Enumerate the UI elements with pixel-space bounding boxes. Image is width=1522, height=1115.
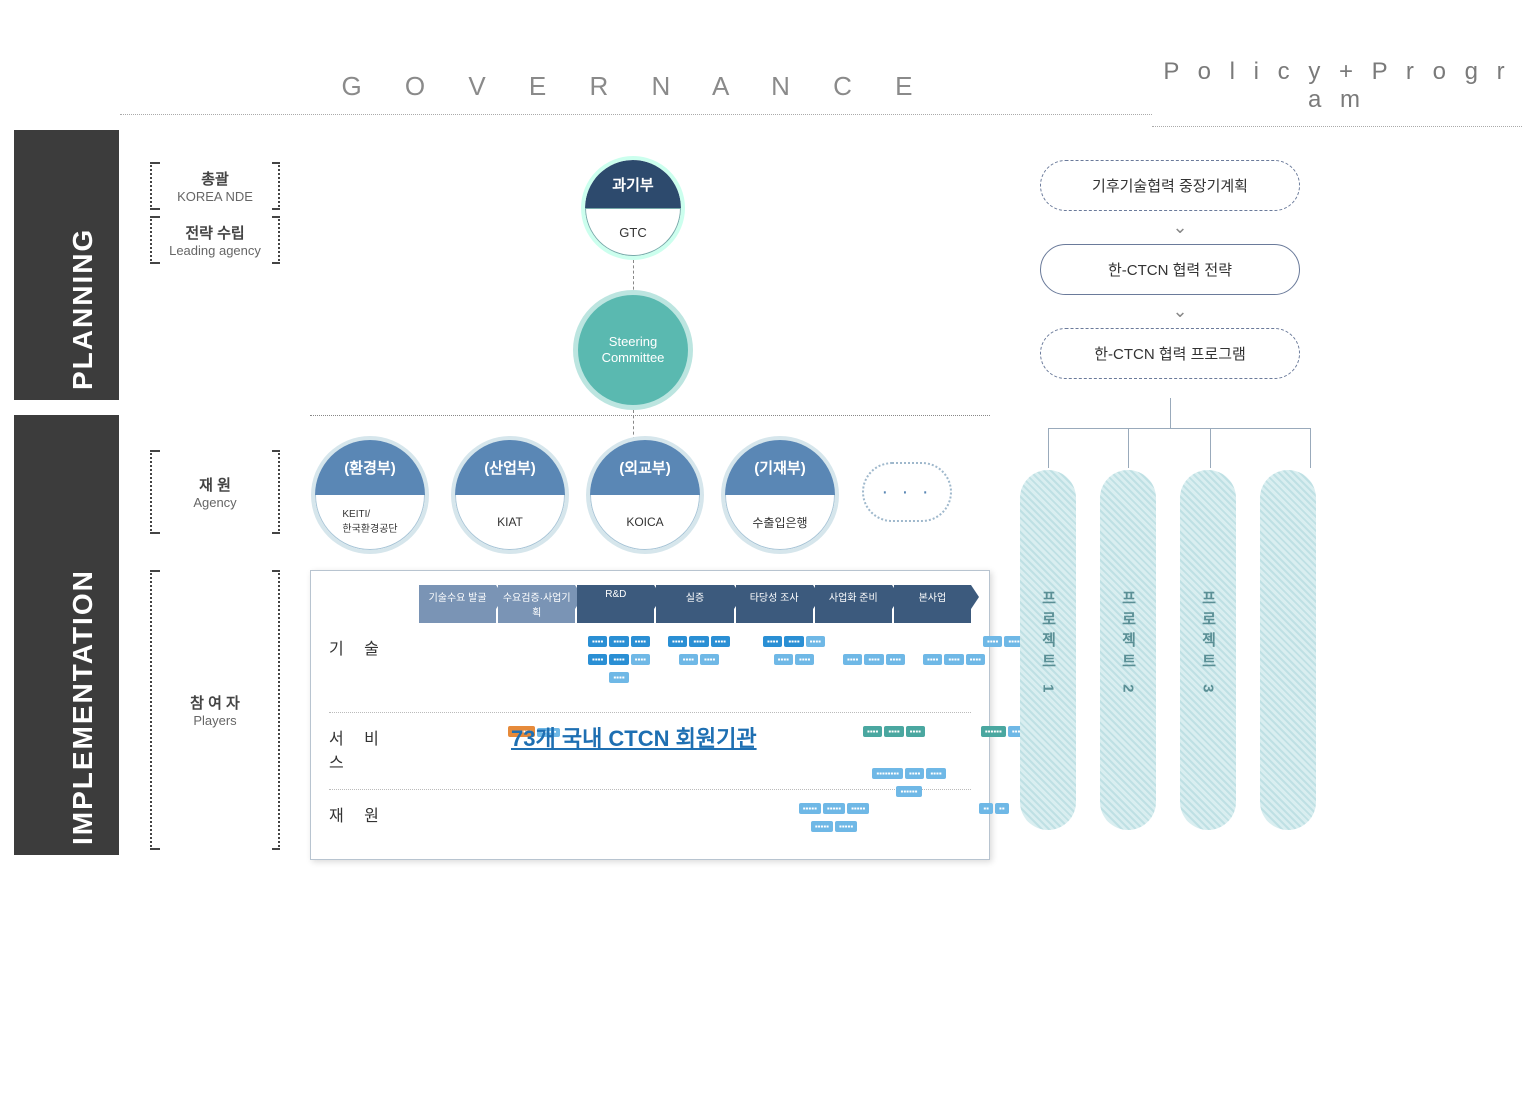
node-ministry-upper: 과기부 — [585, 160, 681, 208]
row-service-label: 서 비 스 — [329, 721, 419, 773]
pillar-3-label: 프로젝트 3 — [1198, 590, 1219, 699]
bracket-players: 참 여 자 Players — [150, 570, 280, 850]
bracket-agency-title: 재 원 — [156, 474, 274, 495]
players-row-tech: 기 술 ▪▪▪▪▪▪▪▪▪▪▪▪▪▪▪▪▪▪▪▪▪▪▪▪▪▪▪▪ ▪▪▪▪▪▪▪… — [329, 623, 971, 713]
row-finance-label: 재 원 — [329, 798, 419, 826]
agency-moef: (기재부) 수출입은행 — [725, 440, 835, 550]
connector-v1 — [633, 260, 634, 295]
pillar-2: 프로젝트 2 — [1100, 470, 1156, 830]
bracket-leading-title: 전략 수립 — [156, 222, 274, 243]
header-row: G O V E R N A N C E P o l i c y + P r o … — [120, 60, 1522, 125]
agencies-connector — [310, 415, 990, 416]
pillar-1-label: 프로젝트 1 — [1038, 590, 1059, 699]
bracket-players-sub: Players — [156, 713, 274, 728]
node-steering: Steering Committee — [578, 295, 688, 405]
agency-env: (환경부) KEITI/ 한국환경공단 — [315, 440, 425, 550]
sidebar-implementation-label: IMPLEMENTATION — [67, 569, 99, 845]
agency-ind-lower: KIAT — [455, 495, 565, 550]
bracket-agency-sub: Agency — [156, 495, 274, 510]
ph-2: 수요검증·사업기획 — [498, 585, 575, 623]
pillar-3: 프로젝트 3 — [1180, 470, 1236, 830]
policy-column: 기후기술협력 중장기계획 ⌄ 한-CTCN 협력 전략 ⌄ 한-CTCN 협력 … — [1040, 160, 1320, 379]
agency-more: · · · — [862, 462, 952, 522]
chevron-1: ⌄ — [1040, 217, 1320, 238]
tree-b1 — [1048, 428, 1049, 468]
tree-trunk — [1170, 398, 1171, 428]
bracket-nde-sub: KOREA NDE — [156, 189, 274, 204]
bracket-agency: 재 원 Agency — [150, 450, 280, 534]
bracket-nde: 총괄 KOREA NDE — [150, 162, 280, 210]
players-header: 기술수요 발굴 수요검증·사업기획 R&D 실증 타당성 조사 사업화 준비 본… — [419, 585, 971, 623]
pillar-4 — [1260, 470, 1316, 830]
ph-6: 사업화 준비 — [815, 585, 892, 623]
ph-7: 본사업 — [894, 585, 971, 623]
ph-5: 타당성 조사 — [736, 585, 813, 623]
players-row-finance: 재 원 ▪▪▪▪▪▪▪▪▪▪▪▪▪▪▪▪▪▪▪▪▪▪▪▪▪ ▪▪▪▪ — [329, 790, 971, 876]
header-governance: G O V E R N A N C E — [120, 71, 1152, 115]
sidebar-planning-label: PLANNING — [67, 228, 99, 390]
bracket-nde-title: 총괄 — [156, 168, 274, 189]
tree-branch-h — [1048, 428, 1310, 429]
agency-env-lower: KEITI/ 한국환경공단 — [315, 495, 425, 550]
node-ministry-gtc: 과기부 GTC — [585, 160, 681, 256]
agency-mofa-upper: (외교부) — [590, 440, 700, 495]
chevron-2: ⌄ — [1040, 301, 1320, 322]
ph-3: R&D — [577, 585, 654, 623]
sidebar-planning: PLANNING — [14, 130, 119, 400]
agency-moef-lower: 수출입은행 — [725, 495, 835, 550]
ph-4: 실증 — [656, 585, 733, 623]
row-finance-body: ▪▪▪▪▪▪▪▪▪▪▪▪▪▪▪▪▪▪▪▪▪▪▪▪▪ ▪▪▪▪ — [419, 798, 971, 868]
pillar-2-label: 프로젝트 2 — [1118, 590, 1139, 699]
policy-box-1: 기후기술협력 중장기계획 — [1040, 160, 1300, 211]
agency-moef-upper: (기재부) — [725, 440, 835, 495]
tree-b4 — [1310, 428, 1311, 468]
row-tech-label: 기 술 — [329, 631, 419, 659]
agency-mofa: (외교부) KOICA — [590, 440, 700, 550]
agency-ind: (산업부) KIAT — [455, 440, 565, 550]
agency-ind-upper: (산업부) — [455, 440, 565, 495]
players-caption: 73개 국내 CTCN 회원기관 — [511, 721, 757, 753]
tree-b2 — [1128, 428, 1129, 468]
players-panel: 기술수요 발굴 수요검증·사업기획 R&D 실증 타당성 조사 사업화 준비 본… — [310, 570, 990, 860]
policy-box-3: 한-CTCN 협력 프로그램 — [1040, 328, 1300, 379]
pillar-1: 프로젝트 1 — [1020, 470, 1076, 830]
program-pillars: 프로젝트 1 프로젝트 2 프로젝트 3 — [1020, 470, 1316, 830]
agency-env-upper: (환경부) — [315, 440, 425, 495]
bracket-players-title: 참 여 자 — [156, 692, 274, 713]
bracket-leading-sub: Leading agency — [156, 243, 274, 258]
header-policy: P o l i c y + P r o g r a m — [1152, 58, 1522, 127]
node-ministry-lower: GTC — [585, 208, 681, 256]
ph-1: 기술수요 발굴 — [419, 585, 496, 623]
row-tech-body: ▪▪▪▪▪▪▪▪▪▪▪▪▪▪▪▪▪▪▪▪▪▪▪▪▪▪▪▪ ▪▪▪▪▪▪▪▪▪▪▪… — [419, 631, 971, 691]
tree-b3 — [1210, 428, 1211, 468]
sidebar-implementation: IMPLEMENTATION — [14, 415, 119, 855]
agency-mofa-lower: KOICA — [590, 495, 700, 550]
policy-box-2: 한-CTCN 협력 전략 — [1040, 244, 1300, 295]
bracket-leading: 전략 수립 Leading agency — [150, 216, 280, 264]
